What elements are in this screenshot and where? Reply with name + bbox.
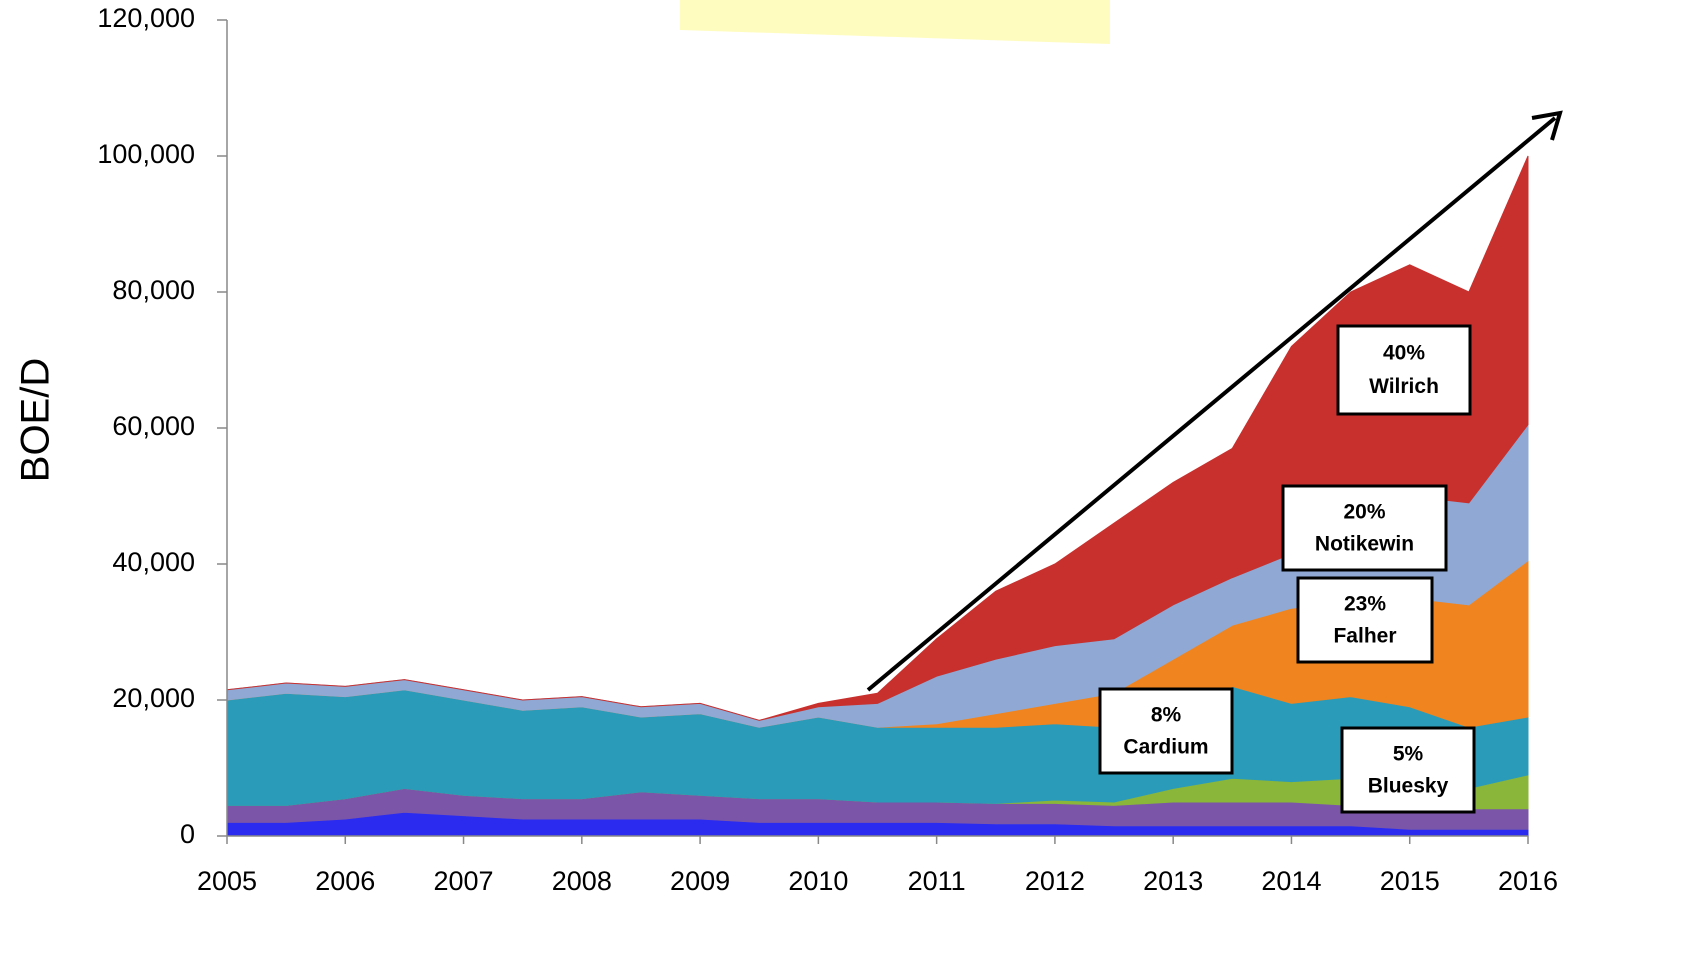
- x-tick-label: 2013: [1143, 866, 1203, 896]
- y-tick-label: 0: [180, 819, 195, 849]
- annotation-name: Cardium: [1123, 735, 1208, 758]
- annotation-box: [1098, 687, 1234, 775]
- axes: 0 20,000 40,000 60,000 80,000 100,000 120,000 2…: [97, 3, 1558, 896]
- y-axis-label: BOE/D: [14, 358, 58, 482]
- annotation-box: [1296, 576, 1434, 664]
- arrow-line: [866, 116, 1557, 692]
- y-tick-label: 40,000: [112, 547, 195, 577]
- y-tick-label: 80,000: [112, 275, 195, 305]
- y-tick-label: 120,000: [97, 3, 195, 33]
- annotation-pct: 8%: [1151, 703, 1182, 726]
- x-tick-label: 2015: [1380, 866, 1440, 896]
- x-tick-label: 2012: [1025, 866, 1085, 896]
- annotation-name: Bluesky: [1368, 774, 1449, 797]
- y-tick-label: 60,000: [112, 411, 195, 441]
- arrow-head: [1531, 110, 1563, 141]
- annotation-name: Falher: [1333, 624, 1396, 647]
- annotation-pct: 20%: [1343, 500, 1385, 523]
- annotation-pct: 40%: [1383, 342, 1425, 365]
- highlight: [680, 0, 1110, 44]
- annotation-box: [1340, 726, 1476, 814]
- annotation-name: Wilrich: [1369, 375, 1439, 398]
- x-tick-label: 2010: [788, 866, 848, 896]
- annotation-box: [1281, 484, 1448, 572]
- y-tick-label: 100,000: [97, 139, 195, 169]
- y-tick-label: 20,000: [112, 683, 195, 713]
- annotation-box: [1336, 324, 1472, 416]
- trend-arrow: [866, 110, 1563, 692]
- x-tick-label: 2007: [434, 866, 494, 896]
- annotation-pct: 5%: [1393, 742, 1424, 765]
- x-tick-label: 2009: [670, 866, 730, 896]
- x-tick-label: 2005: [197, 866, 257, 896]
- x-tick-label: 2016: [1498, 866, 1558, 896]
- x-tick-label: 2006: [315, 866, 375, 896]
- annotations: 40% Wilrich 20% Notikewin 23% Falher 8% Cardium…: [1098, 324, 1476, 814]
- x-tick-label: 2011: [908, 866, 966, 896]
- annotation-pct: 23%: [1344, 592, 1386, 615]
- area: [226, 155, 1529, 721]
- x-tick-label: 2014: [1261, 866, 1321, 896]
- x-tick-label: 2008: [552, 866, 612, 896]
- annotation-name: Notikewin: [1315, 532, 1414, 555]
